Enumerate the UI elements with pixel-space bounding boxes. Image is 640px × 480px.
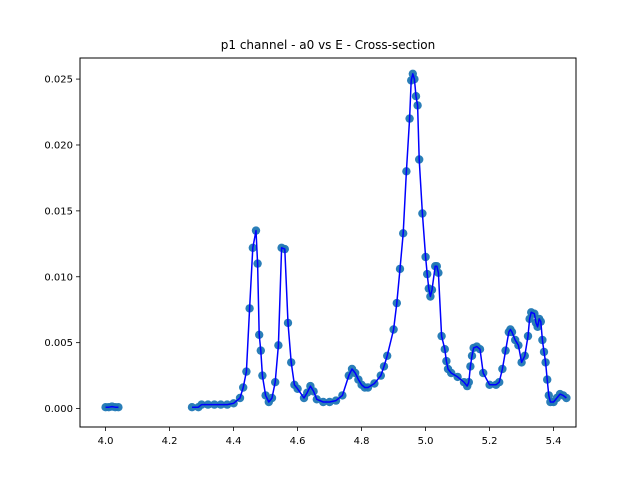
x-tick-label: 5.0: [418, 436, 434, 447]
x-tick-label: 5.4: [546, 436, 562, 447]
x-tick-label: 4.8: [354, 436, 370, 447]
chart-title: p1 channel - a0 vs E - Cross-section: [221, 38, 435, 52]
line-layer: [105, 73, 567, 408]
plot-frame: [79, 57, 577, 428]
data-point: [114, 403, 123, 412]
y-tick-label: 0.025: [44, 75, 73, 86]
x-tick-label: 4.6: [290, 436, 306, 447]
plot-area: [79, 57, 577, 428]
series-line-segment: [192, 73, 567, 408]
y-tick-label: 0.020: [44, 140, 73, 151]
y-tick-label: 0.005: [44, 338, 73, 349]
x-tick-label: 4.0: [98, 436, 114, 447]
y-tick-label: 0.015: [44, 206, 73, 217]
series-line-segment: [105, 405, 119, 408]
x-tick-label: 5.2: [482, 436, 498, 447]
y-axis: 0.000 0.005 0.010 0.015 0.020 0.025: [44, 75, 80, 415]
x-tick-label: 4.2: [162, 436, 178, 447]
x-axis: 4.0 4.2 4.4 4.6 4.8 5.0 5.2 5.4: [98, 427, 562, 447]
y-tick-label: 0.000: [44, 404, 73, 415]
plot-background: [80, 58, 576, 427]
y-tick-label: 0.010: [44, 272, 73, 283]
x-tick-label: 4.4: [226, 436, 242, 447]
